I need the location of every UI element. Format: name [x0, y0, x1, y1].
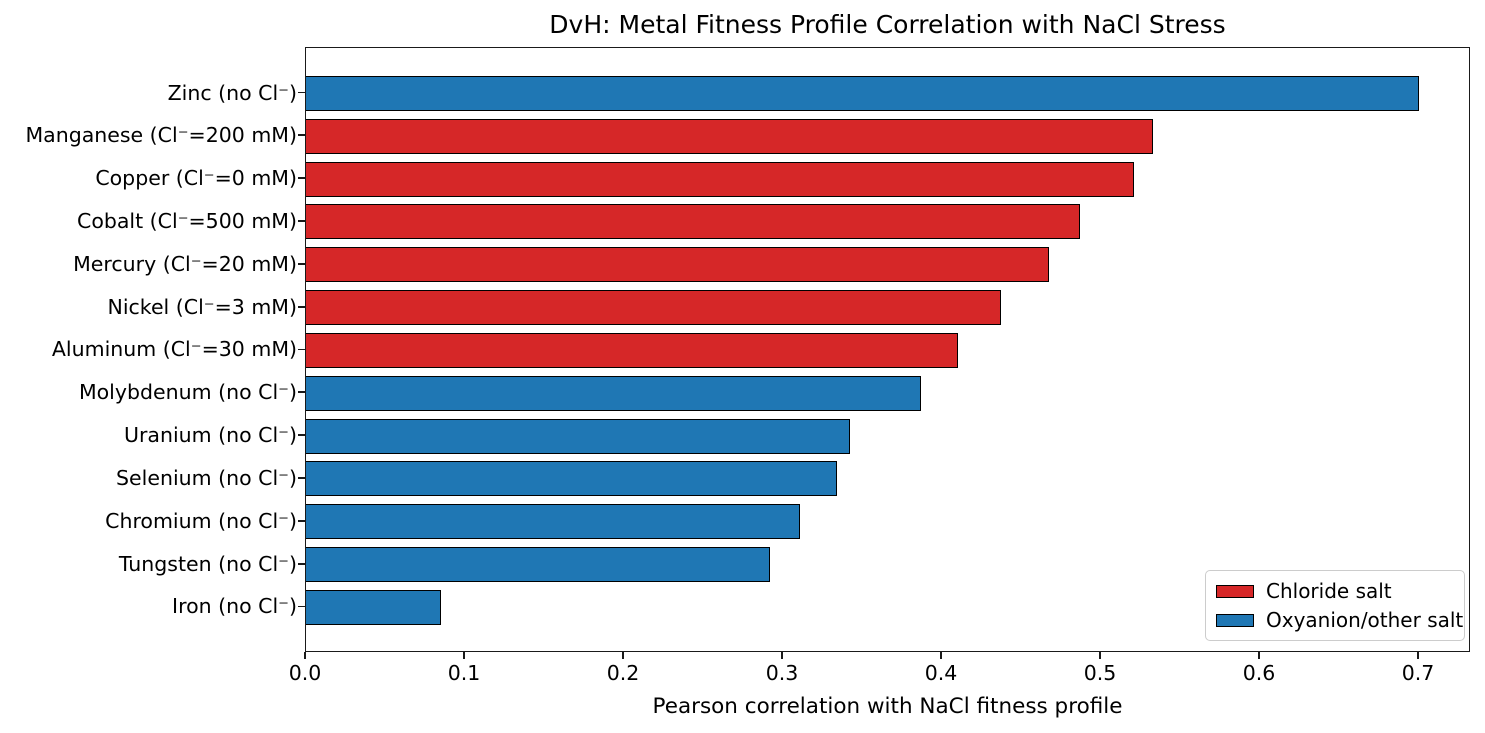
x-tick-label-0.4: 0.4 [924, 661, 958, 685]
x-tick-mark [463, 652, 465, 659]
bar-copper-cl-0-mm [306, 161, 1135, 197]
x-tick-mark [304, 652, 306, 659]
chart-title: DvH: Metal Fitness Profile Correlation w… [549, 10, 1226, 39]
y-tick-mark [298, 391, 305, 394]
legend-label: Chloride salt [1266, 579, 1392, 603]
y-tick-label-molybdenum-no-cl: Molybdenum (no Cl⁻) [78, 380, 297, 405]
legend-label: Oxyanion/other salt [1266, 608, 1464, 632]
x-tick-mark [940, 652, 942, 659]
bar-chromium-no-cl [306, 504, 801, 540]
bar-iron-no-cl [306, 589, 442, 625]
y-tick-label-cobalt-cl-500-mm: Cobalt (Cl⁻=500 mM) [77, 208, 297, 233]
x-tick-label-0.6: 0.6 [1242, 661, 1276, 685]
bar-zinc-no-cl [306, 76, 1419, 111]
y-axis-labels: Zinc (no Cl⁻) Manganese (Cl⁻=200 mM) Coppe… [0, 0, 297, 733]
bar-uranium-no-cl [306, 418, 850, 454]
y-tick-label-selenium-no-cl: Selenium (no Cl⁻) [116, 465, 297, 490]
y-tick-mark [298, 477, 305, 479]
y-tick-label-tungsten-no-cl: Tungsten (no Cl⁻) [118, 551, 297, 576]
x-tick-label-0.1: 0.1 [447, 661, 481, 685]
legend: Chloride salt Oxyanion/other salt [1205, 570, 1465, 641]
x-tick-mark [1258, 652, 1260, 659]
y-tick-mark [298, 562, 305, 565]
x-tick-label-0.2: 0.2 [606, 661, 640, 685]
legend-swatch-chloride [1216, 584, 1254, 598]
plot-area: Chloride salt Oxyanion/other salt [305, 47, 1470, 652]
x-tick-label-0.3: 0.3 [765, 661, 799, 685]
x-tick-mark [1099, 652, 1101, 659]
y-tick-label-iron-no-cl: Iron (no Cl⁻) [172, 594, 297, 619]
bar-mercury-cl-20-mm [306, 247, 1049, 283]
bar-manganese-cl-200-mm [306, 118, 1154, 154]
bar-nickel-cl-3-mm [306, 290, 1001, 326]
x-tick-mark [781, 652, 783, 659]
x-tick-label-0.7: 0.7 [1401, 661, 1435, 685]
bar-aluminum-cl-30-mm [306, 332, 958, 368]
legend-item-oxyanion-other-salt: Oxyanion/other salt [1216, 608, 1463, 632]
y-tick-mark [298, 519, 305, 522]
y-tick-label-chromium-no-cl: Chromium (no Cl⁻) [105, 508, 297, 533]
x-tick-label-0.5: 0.5 [1083, 661, 1117, 685]
y-tick-label-manganese-cl-200-mm: Manganese (Cl⁻=200 mM) [25, 123, 297, 148]
bar-cobalt-cl-500-mm [306, 204, 1081, 240]
bar-selenium-no-cl [306, 461, 838, 497]
y-tick-label-copper-cl-0-mm: Copper (Cl⁻=0 mM) [95, 166, 297, 191]
y-tick-mark [298, 348, 305, 351]
bar-molybdenum-no-cl [306, 375, 922, 411]
y-tick-label-aluminum-cl-30-mm: Aluminum (Cl⁻=30 mM) [51, 337, 297, 362]
y-tick-mark [298, 262, 305, 265]
y-tick-label-uranium-no-cl: Uranium (no Cl⁻) [123, 423, 297, 448]
legend-item-chloride-salt: Chloride salt [1216, 579, 1454, 603]
x-tick-label-0.0: 0.0 [288, 661, 322, 685]
x-tick-mark [1417, 652, 1419, 659]
x-tick-mark [622, 652, 624, 659]
y-tick-label-mercury-cl-20-mm: Mercury (Cl⁻=20 mM) [73, 251, 297, 276]
bar-tungsten-no-cl [306, 547, 771, 583]
y-tick-label-nickel-cl-3-mm: Nickel (Cl⁻=3 mM) [107, 294, 298, 319]
x-axis-label: Pearson correlation with NaCl fitness pr… [652, 694, 1123, 719]
y-tick-mark [298, 434, 305, 436]
y-tick-mark [298, 91, 305, 94]
y-tick-mark [298, 177, 305, 179]
y-tick-mark [298, 134, 305, 137]
y-tick-mark [298, 220, 305, 222]
legend-swatch-oxyanion [1216, 613, 1254, 627]
y-tick-mark [298, 605, 305, 608]
y-tick-mark [298, 305, 305, 308]
y-tick-label-zinc-no-cl: Zinc (no Cl⁻) [167, 80, 297, 105]
